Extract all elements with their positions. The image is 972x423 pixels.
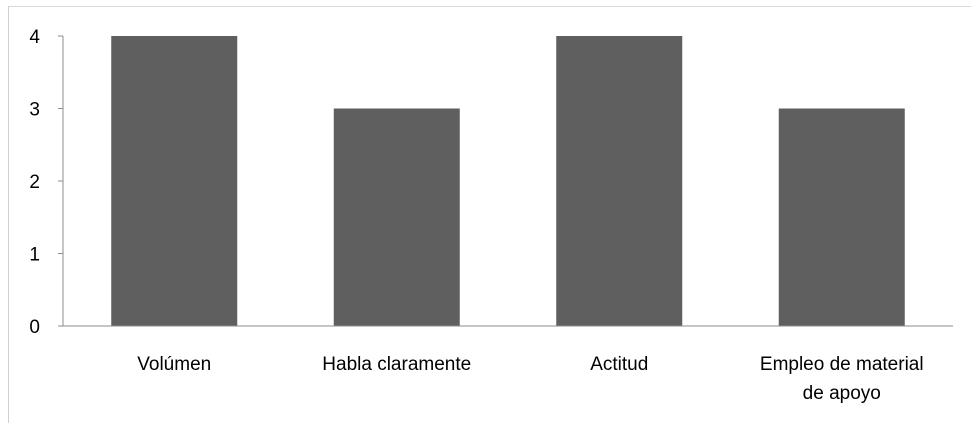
x-category-label: Habla claramente: [322, 354, 471, 375]
y-tick-label: 2: [29, 172, 40, 193]
y-tick-label: 1: [29, 245, 40, 266]
bar-1: [111, 36, 238, 326]
y-tick-label: 0: [29, 317, 40, 338]
chart-frame: [8, 6, 971, 423]
x-category-label: Volúmen: [137, 354, 211, 375]
y-tick-label: 3: [29, 100, 40, 121]
bar-3: [556, 36, 683, 326]
x-axis-labels: Volúmen Habla claramente Actitud Empleo de …: [137, 354, 923, 404]
y-axis-ticks: 0 1 2 3 4: [29, 27, 63, 338]
y-tick-label: 4: [29, 27, 40, 48]
x-category-label: Empleo de material de apoyo: [760, 354, 924, 404]
bar-4: [778, 108, 905, 326]
bars-group: [111, 36, 905, 326]
x-category-label: Actitud: [590, 354, 648, 375]
bar-2: [333, 108, 460, 326]
